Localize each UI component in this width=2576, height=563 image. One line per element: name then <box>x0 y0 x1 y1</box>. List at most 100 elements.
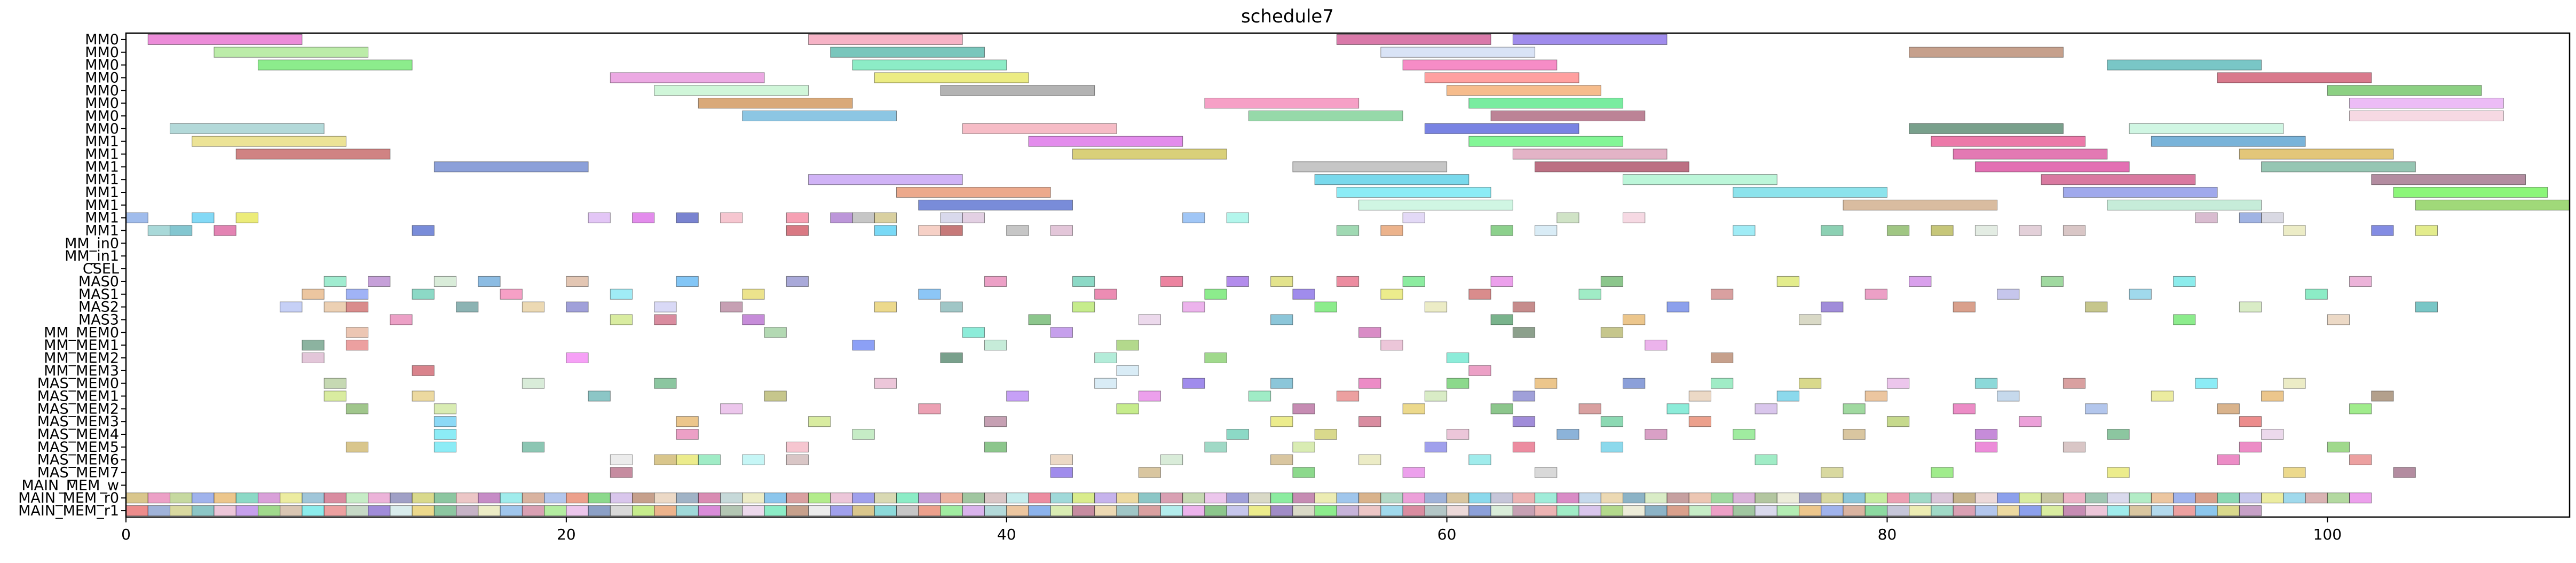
task-bar <box>1248 492 1271 504</box>
task-bar <box>1556 428 1579 440</box>
task-bar <box>1292 492 1315 504</box>
task-bar <box>1953 301 1976 312</box>
y-tick-label: MM0 <box>85 44 119 61</box>
task-bar <box>1402 276 1425 287</box>
task-bar <box>1600 276 1624 287</box>
task-bar <box>940 492 963 504</box>
y-tick-label: MM_MEM2 <box>44 350 119 366</box>
task-bar <box>280 301 303 312</box>
task-bar <box>940 225 963 236</box>
task-bar <box>1953 403 1976 415</box>
y-tick-label: MM0 <box>85 108 119 124</box>
task-bar <box>214 225 236 236</box>
task-bar <box>500 288 523 300</box>
task-bar <box>1645 428 1668 440</box>
task-bar <box>2349 492 2372 504</box>
task-bar <box>1292 467 1315 478</box>
task-bar <box>2261 428 2284 440</box>
task-bar <box>323 301 346 312</box>
task-bar <box>345 492 369 504</box>
task-bar <box>2349 403 2372 415</box>
task-bar <box>521 378 545 389</box>
task-bar <box>830 212 853 223</box>
task-bar <box>433 441 457 452</box>
task-bar <box>1270 378 1293 389</box>
y-tick-label: MAS0 <box>78 273 119 290</box>
task-bar <box>1600 505 1624 517</box>
task-bar <box>1886 492 1910 504</box>
task-bar <box>1138 492 1161 504</box>
task-bar <box>1468 454 1491 465</box>
y-tick-label: MAS_MEM0 <box>37 376 119 392</box>
task-bar <box>1248 505 1271 517</box>
y-tick-label: MM0 <box>85 57 119 74</box>
task-bar <box>1843 199 1998 210</box>
y-tick-label: MAS1 <box>78 286 119 303</box>
task-bar <box>1798 492 1822 504</box>
task-bar <box>169 123 325 134</box>
task-bar <box>280 505 303 517</box>
task-bar <box>1138 467 1161 478</box>
task-bar <box>1535 467 1558 478</box>
task-bar <box>521 301 545 312</box>
task-bar <box>896 492 919 504</box>
task-bar <box>874 505 897 517</box>
x-tick-label: 100 <box>2313 526 2342 543</box>
task-bar <box>345 288 369 300</box>
task-bar <box>1072 505 1095 517</box>
task-bar <box>257 505 281 517</box>
task-bar <box>1292 505 1315 517</box>
task-bar <box>192 136 346 147</box>
task-bar <box>984 492 1007 504</box>
task-bar <box>1974 378 1998 389</box>
task-bar <box>676 276 699 287</box>
task-bar <box>808 492 831 504</box>
task-bar <box>2085 505 2108 517</box>
task-bar <box>1864 288 1887 300</box>
task-bar <box>2239 492 2262 504</box>
task-bar <box>1447 378 1469 389</box>
y-tick-label: MM_MEM3 <box>44 363 119 379</box>
task-bar <box>1358 492 1381 504</box>
task-bar <box>1072 148 1227 160</box>
y-tick-label: MM0 <box>85 32 119 48</box>
task-bar <box>1204 98 1360 109</box>
y-tick-label: MAIN_MEM_r1 <box>18 503 119 519</box>
task-bar <box>1931 225 1954 236</box>
task-bar <box>852 428 875 440</box>
task-bar <box>323 378 346 389</box>
task-bar <box>368 492 391 504</box>
task-bar <box>1688 390 1712 402</box>
task-bar <box>1204 288 1227 300</box>
task-bar <box>1909 492 1932 504</box>
task-bar <box>2217 505 2240 517</box>
task-bar <box>2173 505 2196 517</box>
task-bar <box>874 72 1029 83</box>
task-bar <box>610 454 633 465</box>
task-bar <box>1358 199 1513 210</box>
task-bar <box>1645 492 1668 504</box>
task-bar <box>1688 505 1712 517</box>
task-bar <box>1821 467 1844 478</box>
task-bar <box>433 161 589 173</box>
task-bar <box>1556 505 1579 517</box>
task-bar <box>2239 212 2262 223</box>
task-bar <box>2195 505 2218 517</box>
task-bar <box>654 492 677 504</box>
task-bar <box>2041 276 2064 287</box>
task-bar <box>2371 174 2526 185</box>
task-bar <box>1909 123 2064 134</box>
task-bar <box>1380 340 1403 351</box>
task-bar <box>1094 378 1117 389</box>
task-bar <box>1160 454 1183 465</box>
task-bar <box>1292 441 1315 452</box>
task-bar <box>1314 174 1469 185</box>
task-bar <box>1688 416 1712 427</box>
task-bar <box>2195 212 2218 223</box>
task-bar <box>786 454 809 465</box>
task-bar <box>1909 46 2064 58</box>
task-bar <box>588 492 611 504</box>
task-bar <box>2305 288 2328 300</box>
task-bar <box>1468 98 1624 109</box>
task-bar <box>1997 505 2020 517</box>
